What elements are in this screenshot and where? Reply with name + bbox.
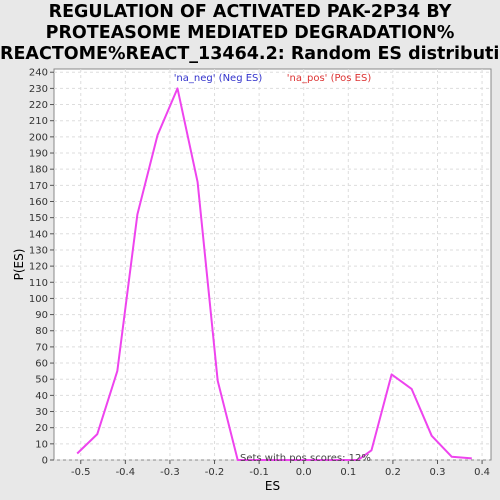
x-tick-label: -0.5	[71, 467, 91, 478]
x-tick-label: -0.3	[160, 467, 180, 478]
chart-title-line-3: REACTOME%REACT_13464.2: Random ES distri…	[0, 44, 500, 64]
y-tick-label: 230	[29, 84, 48, 95]
y-tick-label: 180	[29, 165, 48, 176]
chart-title-line-1: REGULATION OF ACTIVATED PAK-2P34 BY	[48, 2, 452, 22]
x-tick-label: 0.0	[296, 467, 312, 478]
y-tick-label: 190	[29, 149, 48, 160]
x-tick-label: -0.4	[116, 467, 136, 478]
y-tick-label: 90	[35, 310, 48, 321]
y-tick-label: 30	[35, 407, 48, 418]
legend-pos-es: 'na_pos' (Pos ES)	[287, 73, 372, 84]
x-tick-label: 0.3	[430, 467, 446, 478]
y-tick-label: 240	[29, 68, 48, 79]
pos-scores-annotation: Sets with pos scores: 12%	[240, 453, 371, 464]
x-tick-label: 0.4	[474, 467, 490, 478]
y-tick-label: 50	[35, 375, 48, 386]
y-tick-label: 80	[35, 326, 48, 337]
y-tick-label: 210	[29, 116, 48, 127]
y-tick-label: 70	[35, 342, 48, 353]
y-tick-label: 10	[35, 439, 48, 450]
y-tick-label: 220	[29, 100, 48, 111]
y-tick-label: 170	[29, 181, 48, 192]
x-tick-label: 0.2	[385, 467, 401, 478]
y-tick-label: 150	[29, 213, 48, 224]
y-tick-label: 100	[29, 294, 48, 305]
x-tick-label: 0.1	[340, 467, 356, 478]
es-distribution-line	[76, 87, 472, 461]
y-tick-label: 40	[35, 391, 48, 402]
chart-title-line-2: PROTEASOME MEDIATED DEGRADATION%	[45, 23, 455, 43]
y-axis-label: P(ES)	[12, 249, 26, 281]
plot-area	[53, 68, 492, 461]
y-tick-label: 110	[29, 278, 48, 289]
y-tick-label: 160	[29, 197, 48, 208]
y-tick-label: 0	[42, 456, 48, 467]
x-tick-label: -0.2	[205, 467, 225, 478]
legend-neg-es: 'na_neg' (Neg ES)	[174, 73, 263, 84]
chart-title: REGULATION OF ACTIVATED PAK-2P34 BY PROT…	[0, 2, 500, 65]
x-axis-label: ES	[265, 479, 280, 493]
y-tick-label: 130	[29, 245, 48, 256]
y-tick-label: 140	[29, 229, 48, 240]
y-tick-label: 20	[35, 423, 48, 434]
x-tick-label: -0.1	[249, 467, 269, 478]
y-tick-label: 120	[29, 262, 48, 273]
y-tick-label: 200	[29, 132, 48, 143]
y-tick-label: 60	[35, 359, 48, 370]
